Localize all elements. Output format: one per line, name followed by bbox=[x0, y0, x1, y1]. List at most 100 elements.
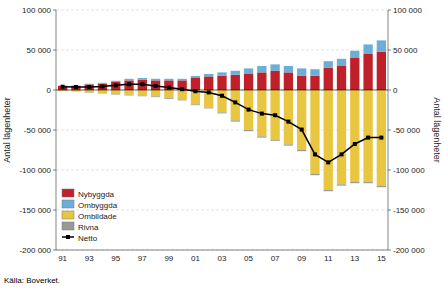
bar bbox=[324, 61, 333, 67]
bar bbox=[164, 90, 173, 98]
y2-axis-label: Antal lägenheter bbox=[432, 97, 442, 163]
marker bbox=[140, 82, 144, 86]
bar bbox=[297, 68, 306, 75]
y-tick-label: -50 000 bbox=[24, 126, 52, 135]
y2-tick bbox=[388, 10, 391, 11]
bar bbox=[310, 174, 319, 175]
bar bbox=[350, 90, 359, 182]
x-axis bbox=[56, 250, 388, 251]
bar bbox=[151, 96, 160, 98]
marker bbox=[207, 90, 211, 94]
marker bbox=[353, 142, 357, 146]
bar bbox=[85, 90, 94, 92]
bar bbox=[164, 98, 173, 100]
bar bbox=[297, 90, 306, 150]
bar bbox=[363, 182, 372, 183]
marker bbox=[154, 84, 158, 88]
bar bbox=[191, 76, 200, 78]
bar bbox=[231, 90, 240, 120]
bar bbox=[363, 44, 372, 54]
marker bbox=[340, 152, 344, 156]
y-tick bbox=[53, 10, 56, 11]
marker bbox=[326, 160, 330, 164]
bar bbox=[310, 69, 319, 75]
bar bbox=[244, 74, 253, 90]
marker bbox=[220, 94, 224, 98]
x-tick-label: 11 bbox=[324, 254, 333, 263]
bar bbox=[178, 79, 187, 81]
legend-swatch bbox=[66, 235, 70, 239]
legend-label: Ombyggda bbox=[78, 201, 118, 210]
bar bbox=[363, 90, 372, 182]
y-tick bbox=[53, 130, 56, 131]
x-tick-label: 93 bbox=[85, 254, 94, 263]
marker bbox=[273, 113, 277, 117]
bar bbox=[111, 90, 120, 94]
bar bbox=[324, 190, 333, 191]
bar bbox=[98, 82, 107, 84]
bar bbox=[164, 79, 173, 81]
marker bbox=[300, 128, 304, 132]
bar bbox=[178, 90, 187, 100]
y2-tick bbox=[388, 210, 391, 211]
legend-swatch bbox=[62, 211, 74, 219]
marker bbox=[366, 136, 370, 140]
y-tick bbox=[53, 50, 56, 51]
bar bbox=[111, 81, 120, 82]
marker bbox=[180, 87, 184, 91]
bar bbox=[324, 68, 333, 90]
y2-tick-label: -100 000 bbox=[393, 166, 425, 175]
x-tick-label: 91 bbox=[58, 254, 67, 263]
marker bbox=[114, 83, 118, 87]
bar bbox=[284, 72, 293, 90]
bar bbox=[350, 51, 359, 58]
bar bbox=[191, 104, 200, 106]
marker bbox=[286, 120, 290, 124]
bar bbox=[231, 75, 240, 90]
bar bbox=[178, 99, 187, 101]
bar bbox=[151, 90, 160, 96]
bar bbox=[244, 130, 253, 131]
marker bbox=[193, 89, 197, 93]
bar bbox=[231, 71, 240, 75]
plot-area bbox=[56, 40, 388, 191]
bar bbox=[204, 107, 213, 109]
bar bbox=[138, 90, 147, 96]
x-tick-label: 97 bbox=[138, 254, 147, 263]
bar bbox=[191, 78, 200, 90]
y2-tick-label: 0 bbox=[393, 86, 398, 95]
x-tick-label: 15 bbox=[377, 254, 386, 263]
bar bbox=[257, 136, 266, 137]
bar bbox=[124, 94, 133, 96]
bar bbox=[204, 74, 213, 76]
x-tick-label: 95 bbox=[111, 254, 120, 263]
bar bbox=[310, 90, 319, 174]
x-tick-label: 09 bbox=[297, 254, 306, 263]
source: Källa: Boverket. bbox=[4, 276, 60, 285]
grid-line bbox=[56, 50, 388, 51]
y-tick-label: 0 bbox=[47, 86, 52, 95]
marker bbox=[100, 84, 104, 88]
bar bbox=[98, 93, 107, 94]
bar bbox=[217, 112, 226, 114]
legend-label: Rivna bbox=[78, 223, 99, 232]
bar bbox=[257, 72, 266, 90]
y2-tick-label: 50 000 bbox=[393, 46, 418, 55]
y-tick bbox=[53, 170, 56, 171]
bar bbox=[270, 71, 279, 90]
x-tick-label: 03 bbox=[218, 254, 227, 263]
bar bbox=[138, 78, 147, 80]
grid-line bbox=[56, 210, 388, 211]
y-tick bbox=[53, 90, 56, 91]
bar bbox=[284, 66, 293, 72]
bar bbox=[244, 68, 253, 74]
bar bbox=[337, 59, 346, 66]
bar bbox=[204, 76, 213, 90]
bar bbox=[270, 140, 279, 141]
bar bbox=[98, 90, 107, 93]
marker bbox=[313, 152, 317, 156]
bar bbox=[151, 79, 160, 81]
y2-tick-label: -50 000 bbox=[393, 126, 421, 135]
bar bbox=[284, 144, 293, 145]
bar bbox=[377, 186, 386, 187]
